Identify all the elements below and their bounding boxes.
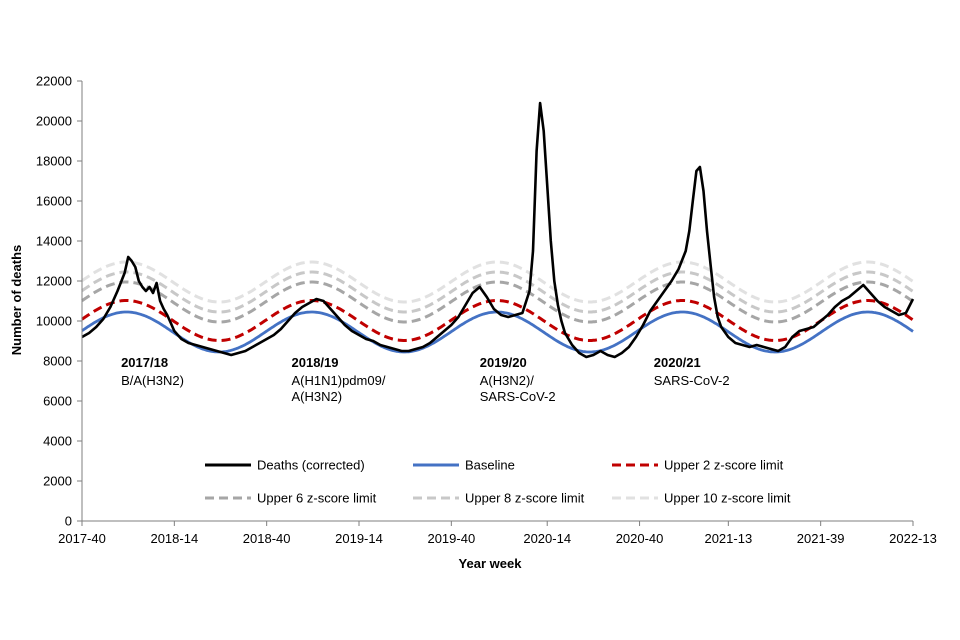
- y-tick-label: 0: [65, 514, 72, 529]
- y-tick-label: 10000: [36, 314, 72, 329]
- x-axis-label: Year week: [459, 556, 523, 571]
- strain-label: SARS-CoV-2: [654, 373, 730, 388]
- season-label: 2017/18: [121, 355, 168, 370]
- y-tick-label: 12000: [36, 274, 72, 289]
- legend-label: Upper 10 z-score limit: [664, 491, 791, 506]
- y-tick-label: 14000: [36, 234, 72, 249]
- strain-label: A(H1N1)pdm09/: [292, 373, 386, 388]
- x-tick-label: 2018-14: [150, 531, 198, 546]
- series-line-upper-8-z-score-limit: [81, 270, 914, 314]
- axes: [81, 81, 913, 522]
- legend-label: Baseline: [465, 458, 515, 473]
- strain-label: A(H3N2): [292, 389, 343, 404]
- y-tick-labels: 0 2000 4000 6000 8000 10000 12000 14000 16000 180…: [36, 74, 82, 529]
- y-tick-label: 20000: [36, 114, 72, 129]
- x-tick-label: 2020-14: [523, 531, 571, 546]
- x-tick-label: 2017-40: [58, 531, 106, 546]
- x-tick-labels: 2017-40 2018-14 2018-40 2019-14 2019-40 2020-…: [58, 521, 937, 546]
- series-line-upper-2-z-score-limit: [81, 299, 914, 342]
- x-tick-label: 2022-13: [889, 531, 937, 546]
- y-tick-label: 4000: [43, 434, 72, 449]
- y-tick-label: 2000: [43, 474, 72, 489]
- legend: Deaths (corrected) Baseline Upper 2 z-scor…: [205, 458, 791, 506]
- y-tick-label: 18000: [36, 154, 72, 169]
- x-tick-label: 2019-40: [427, 531, 475, 546]
- series-line-upper-6-z-score-limit: [81, 280, 914, 324]
- season-label: 2018/19: [292, 355, 339, 370]
- season-label: 2019/20: [480, 355, 527, 370]
- y-tick-label: 6000: [43, 394, 72, 409]
- y-axis-label: Number of deaths: [9, 245, 24, 356]
- legend-label: Deaths (corrected): [257, 458, 365, 473]
- x-tick-label: 2020-40: [616, 531, 664, 546]
- x-tick-label: 2018-40: [243, 531, 291, 546]
- y-tick-label: 16000: [36, 194, 72, 209]
- x-tick-label: 2021-39: [797, 531, 845, 546]
- legend-label: Upper 2 z-score limit: [664, 458, 784, 473]
- y-tick-label: 8000: [43, 354, 72, 369]
- series-line-baseline: [81, 310, 914, 354]
- series-layer: [81, 101, 915, 359]
- season-annotations: 2017/18 B/A(H3N2) 2018/19 A(H1N1)pdm09/A(H3…: [121, 355, 730, 404]
- legend-label: Upper 8 z-score limit: [465, 491, 585, 506]
- series-line-deaths-corrected: [81, 101, 915, 359]
- strain-label: A(H3N2)/: [480, 373, 535, 388]
- legend-label: Upper 6 z-score limit: [257, 491, 377, 506]
- season-label: 2020/21: [654, 355, 701, 370]
- series-line-upper-10-z-score-limit: [81, 260, 914, 304]
- x-tick-label: 2021-13: [704, 531, 752, 546]
- x-tick-label: 2019-14: [335, 531, 383, 546]
- strain-label: SARS-CoV-2: [480, 389, 556, 404]
- y-tick-label: 22000: [36, 74, 72, 89]
- strain-label: B/A(H3N2): [121, 373, 184, 388]
